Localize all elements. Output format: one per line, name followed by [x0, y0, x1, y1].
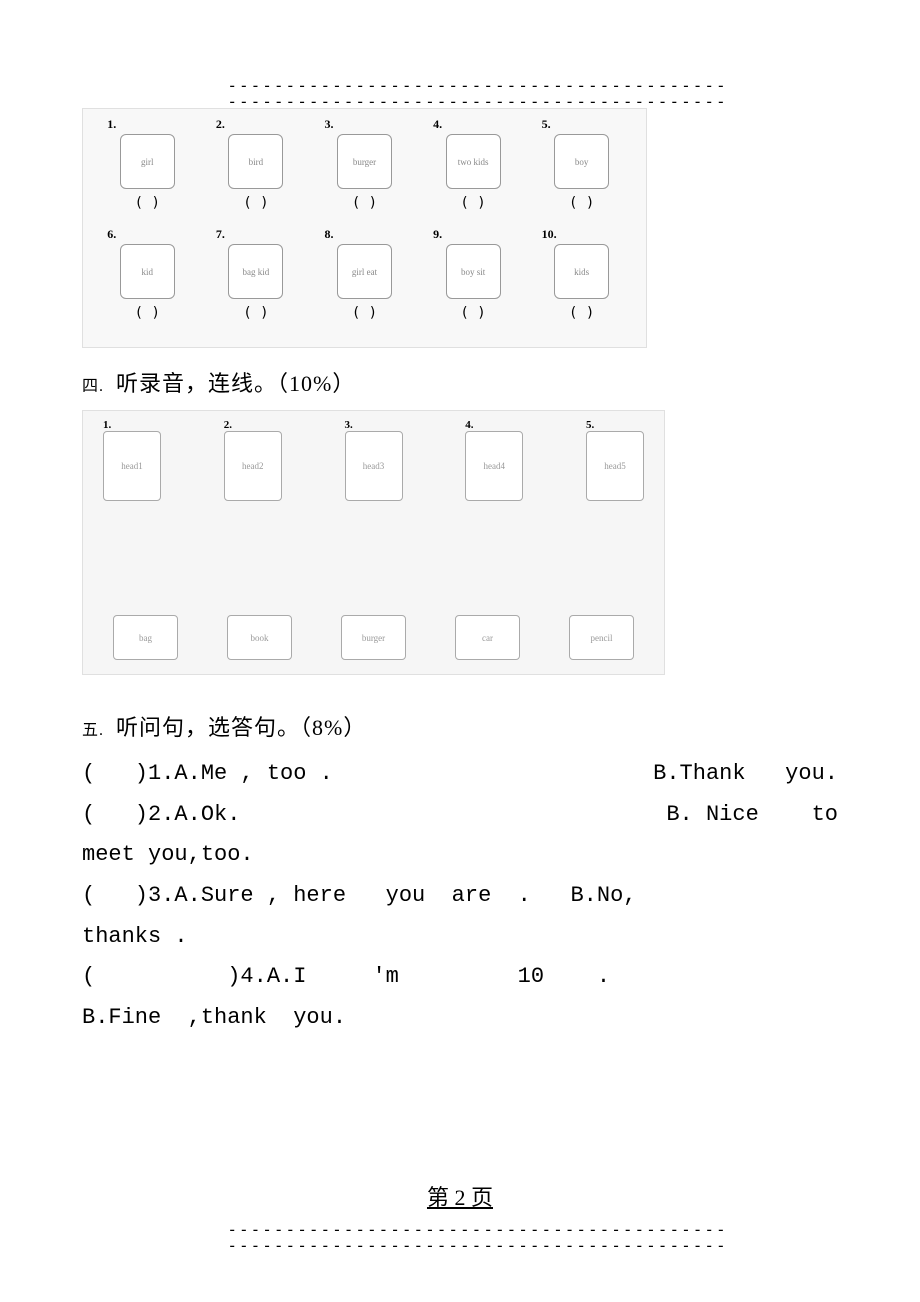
book-icon: book [227, 615, 292, 660]
head-sketch-icon: head4 [465, 431, 523, 501]
item-number: 1. [103, 419, 111, 431]
listening-grid-1: 1. girl ( ) 2. bird ( ) 3. burger ( ) 4.… [82, 108, 647, 348]
grid1-item-4: 4. two kids ( ) [423, 117, 523, 211]
item-number: 5. [586, 419, 594, 431]
grid1-item-1: 1. girl ( ) [97, 117, 197, 211]
answer-blank[interactable]: ( ) [569, 305, 594, 321]
grid1-item-2: 2. bird ( ) [206, 117, 306, 211]
item-number: 4. [433, 117, 442, 132]
answer-blank[interactable]: ( ) [135, 195, 160, 211]
section-ordinal: 四. [82, 378, 104, 395]
item-number: 3. [324, 117, 333, 132]
match-top-4: 4. head4 [465, 419, 523, 501]
answer-blank[interactable]: ( ) [243, 305, 268, 321]
question-3-continued: thanks . [82, 917, 838, 958]
section-4-title: 四. 听录音，连线。（10%） [82, 366, 838, 398]
item-number: 9. [433, 227, 442, 242]
head-sketch-icon: head3 [345, 431, 403, 501]
sketch-icon: kid [120, 244, 175, 299]
section-5-title: 五. 听问句，选答句。（8%） [82, 710, 838, 742]
head-sketch-icon: head2 [224, 431, 282, 501]
page-content: 1. girl ( ) 2. bird ( ) 3. burger ( ) 4.… [82, 108, 838, 1039]
bag-icon: bag [113, 615, 178, 660]
grid1-item-10: 10. kids ( ) [532, 227, 632, 321]
sketch-icon: girl [120, 134, 175, 189]
question-2-continued: meet you,too. [82, 835, 838, 876]
page-number: 第 2 页 [0, 1180, 920, 1212]
match-top-3: 3. head3 [345, 419, 403, 501]
answer-blank[interactable]: ( ) [135, 305, 160, 321]
question-4-continued: B.Fine ,thank you. [82, 998, 838, 1039]
sketch-icon: burger [337, 134, 392, 189]
item-number: 5. [542, 117, 551, 132]
item-number: 10. [542, 227, 557, 242]
grid1-item-9: 9. boy sit ( ) [423, 227, 523, 321]
item-number: 2. [224, 419, 232, 431]
q2-option-a: ( )2.A.Ok. [82, 795, 240, 836]
head-sketch-icon: head1 [103, 431, 161, 501]
q1-option-b: B.Thank you. [653, 754, 838, 795]
burger-icon: burger [341, 615, 406, 660]
answer-blank[interactable]: ( ) [352, 195, 377, 211]
q2-option-b: B. Nice to [666, 795, 838, 836]
match-top-2: 2. head2 [224, 419, 282, 501]
answer-blank[interactable]: ( ) [352, 305, 377, 321]
matching-grid: 1. head1 2. head2 3. head3 4. head4 5. h… [82, 410, 665, 675]
grid1-item-6: 6. kid ( ) [97, 227, 197, 321]
q1-option-a: ( )1.A.Me , too . [82, 754, 333, 795]
grid1-item-8: 8. girl eat ( ) [314, 227, 414, 321]
car-icon: car [455, 615, 520, 660]
grid1-item-7: 7. bag kid ( ) [206, 227, 306, 321]
item-number: 6. [107, 227, 116, 242]
question-2: ( )2.A.Ok. B. Nice to [82, 795, 838, 836]
section-text: 听录音，连线。（10%） [116, 371, 355, 396]
sketch-icon: bag kid [228, 244, 283, 299]
sketch-icon: two kids [446, 134, 501, 189]
item-number: 3. [345, 419, 353, 431]
section-ordinal: 五. [82, 722, 104, 739]
match-top-1: 1. head1 [103, 419, 161, 501]
item-number: 7. [216, 227, 225, 242]
item-number: 2. [216, 117, 225, 132]
item-number: 4. [465, 419, 473, 431]
pencil-icon: pencil [569, 615, 634, 660]
bottom-divider-2: ----------------------------------------… [120, 1236, 835, 1255]
answer-blank[interactable]: ( ) [460, 305, 485, 321]
head-sketch-icon: head5 [586, 431, 644, 501]
question-3: ( )3.A.Sure , here you are . B.No, [82, 876, 838, 917]
sketch-icon: bird [228, 134, 283, 189]
question-4: ( )4.A.I 'm 10 . [82, 957, 838, 998]
sketch-icon: boy [554, 134, 609, 189]
grid1-item-5: 5. boy ( ) [532, 117, 632, 211]
section-text: 听问句，选答句。（8%） [116, 715, 366, 740]
answer-blank[interactable]: ( ) [243, 195, 268, 211]
sketch-icon: boy sit [446, 244, 501, 299]
question-list: ( )1.A.Me , too . B.Thank you. ( )2.A.Ok… [82, 754, 838, 1039]
answer-blank[interactable]: ( ) [460, 195, 485, 211]
match-top-5: 5. head5 [586, 419, 644, 501]
item-number: 8. [324, 227, 333, 242]
item-number: 1. [107, 117, 116, 132]
question-1: ( )1.A.Me , too . B.Thank you. [82, 754, 838, 795]
answer-blank[interactable]: ( ) [569, 195, 594, 211]
grid1-item-3: 3. burger ( ) [314, 117, 414, 211]
sketch-icon: girl eat [337, 244, 392, 299]
sketch-icon: kids [554, 244, 609, 299]
